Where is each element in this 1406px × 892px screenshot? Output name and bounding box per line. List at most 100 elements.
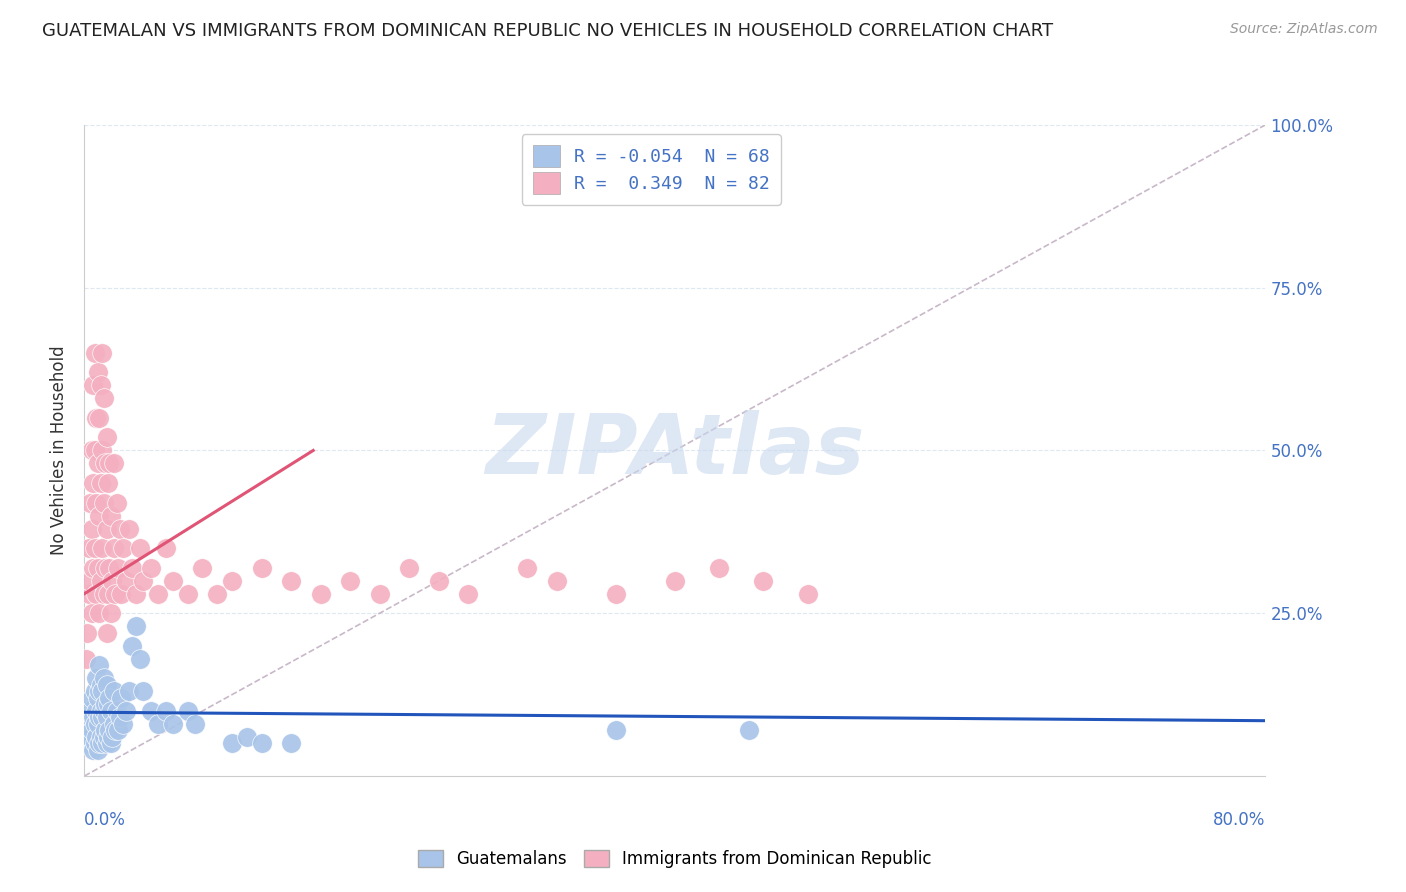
Point	[86, 743, 108, 757]
Point	[91, 684, 114, 698]
Point	[104, 587, 127, 601]
Text: GUATEMALAN VS IMMIGRANTS FROM DOMINICAN REPUBLIC NO VEHICLES IN HOUSEHOLD CORREL: GUATEMALAN VS IMMIGRANTS FROM DOMINICAN …	[42, 22, 1053, 40]
Point	[101, 730, 124, 744]
Point	[309, 587, 332, 601]
Point	[84, 587, 107, 601]
Point	[103, 541, 125, 555]
Point	[104, 723, 127, 738]
Point	[82, 743, 104, 757]
Point	[83, 345, 105, 359]
Point	[605, 723, 627, 738]
Point	[96, 678, 118, 692]
Point	[155, 704, 177, 718]
Point	[77, 717, 100, 731]
Point	[94, 457, 117, 471]
Point	[250, 737, 273, 751]
Point	[110, 690, 132, 705]
Point	[191, 560, 214, 574]
Point	[76, 737, 98, 751]
Point	[101, 574, 124, 588]
Legend: Guatemalans, Immigrants from Dominican Republic: Guatemalans, Immigrants from Dominican R…	[412, 843, 938, 875]
Point	[738, 723, 761, 738]
Point	[90, 574, 112, 588]
Point	[98, 723, 121, 738]
Point	[84, 671, 107, 685]
Point	[103, 717, 125, 731]
Point	[103, 684, 125, 698]
Point	[546, 574, 568, 588]
Point	[280, 737, 302, 751]
Point	[516, 560, 538, 574]
Point	[91, 737, 114, 751]
Point	[796, 587, 818, 601]
Point	[80, 522, 103, 536]
Point	[121, 560, 143, 574]
Text: Source: ZipAtlas.com: Source: ZipAtlas.com	[1230, 22, 1378, 37]
Point	[114, 574, 136, 588]
Point	[177, 587, 200, 601]
Point	[90, 730, 112, 744]
Point	[118, 684, 141, 698]
Point	[86, 717, 108, 731]
Point	[96, 522, 118, 536]
Point	[132, 684, 155, 698]
Point	[89, 508, 111, 523]
Point	[84, 730, 107, 744]
Point	[98, 560, 121, 574]
Point	[90, 378, 112, 392]
Point	[148, 587, 170, 601]
Point	[111, 717, 134, 731]
Point	[709, 560, 731, 574]
Point	[139, 704, 162, 718]
Point	[177, 704, 200, 718]
Point	[93, 495, 115, 509]
Point	[84, 704, 107, 718]
Point	[89, 658, 111, 673]
Point	[221, 737, 243, 751]
Point	[90, 704, 112, 718]
Point	[91, 541, 114, 555]
Point	[108, 522, 131, 536]
Point	[94, 723, 117, 738]
Point	[76, 625, 98, 640]
Point	[89, 737, 111, 751]
Point	[86, 560, 108, 574]
Point	[94, 698, 117, 712]
Point	[605, 587, 627, 601]
Point	[75, 652, 97, 666]
Point	[97, 476, 120, 491]
Point	[79, 730, 101, 744]
Point	[93, 587, 115, 601]
Point	[89, 607, 111, 621]
Point	[110, 587, 132, 601]
Point	[82, 560, 104, 574]
Point	[118, 522, 141, 536]
Point	[103, 457, 125, 471]
Point	[93, 392, 115, 406]
Point	[129, 652, 152, 666]
Point	[77, 541, 100, 555]
Y-axis label: No Vehicles in Household: No Vehicles in Household	[51, 345, 69, 556]
Point	[77, 587, 100, 601]
Point	[114, 704, 136, 718]
Point	[86, 690, 108, 705]
Point	[80, 690, 103, 705]
Point	[125, 587, 148, 601]
Point	[96, 710, 118, 724]
Point	[339, 574, 361, 588]
Point	[79, 495, 101, 509]
Point	[205, 587, 228, 601]
Point	[98, 457, 121, 471]
Point	[80, 443, 103, 458]
Point	[162, 574, 184, 588]
Text: 80.0%: 80.0%	[1213, 811, 1265, 829]
Point	[89, 684, 111, 698]
Point	[96, 737, 118, 751]
Point	[86, 457, 108, 471]
Point	[105, 495, 128, 509]
Point	[125, 619, 148, 633]
Point	[83, 717, 105, 731]
Point	[155, 541, 177, 555]
Point	[98, 690, 121, 705]
Point	[82, 378, 104, 392]
